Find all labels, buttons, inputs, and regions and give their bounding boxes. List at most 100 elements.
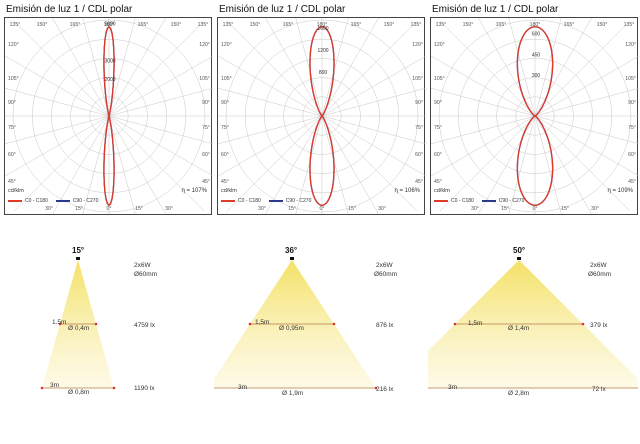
grid-spoke (108, 20, 205, 117)
angle-tick-label: 105° (412, 76, 423, 82)
far-spot: Ø 1,9m (282, 390, 304, 397)
legend-item-c0: C0 - C180 (221, 198, 261, 204)
grid-spoke (52, 18, 110, 117)
angle-tick-label: 0° (320, 206, 325, 212)
grid-spoke (13, 115, 110, 212)
grid-spoke (265, 18, 323, 117)
beam-cone (214, 257, 378, 390)
legend-swatch-c0 (434, 200, 448, 202)
angle-tick-label: 60° (434, 152, 442, 158)
lamp-diameter: Ø60mm (374, 271, 398, 278)
grid-spoke (226, 115, 323, 212)
grid-spoke (534, 20, 631, 117)
legend-item-c90: C90 - C270 (268, 198, 311, 204)
legend-swatch-c90 (55, 200, 70, 202)
legend: C0 - C180 C90 - C270 (8, 198, 106, 204)
angle-tick-label: 75° (415, 125, 423, 131)
angle-tick-label: 15° (75, 206, 83, 212)
grid-spoke (108, 18, 136, 117)
angle-tick-label: 15° (348, 206, 356, 212)
angle-tick-label: 150° (171, 22, 182, 28)
grid-spoke (534, 115, 631, 212)
angle-tick-label: 15° (501, 206, 509, 212)
spot-marker (581, 322, 585, 326)
grid-spoke (295, 115, 323, 214)
unit-label: cd/klm (434, 188, 450, 194)
angle-tick-label: 45° (415, 179, 423, 185)
legend-label-c0: C0 - C180 (238, 198, 261, 204)
grid-spoke (321, 115, 426, 177)
near-lux: 4759 lx (134, 322, 155, 329)
angle-tick-label: 105° (8, 76, 19, 82)
angle-tick-label: 165° (496, 22, 507, 28)
angle-tick-label: 90° (434, 100, 442, 106)
legend-swatch-c0 (8, 200, 22, 202)
angle-tick-label: 60° (415, 152, 423, 158)
angle-tick-label: 180° (530, 22, 541, 28)
angle-tick-label: 45° (221, 179, 229, 185)
legend-label-c90: C90 - C270 (498, 198, 525, 204)
grid-spoke (431, 115, 536, 177)
near-distance: 1,5m (255, 319, 270, 326)
intensity-curve-c0_c180 (309, 26, 335, 206)
grid-spoke (13, 20, 110, 117)
spot-marker (332, 322, 336, 326)
efficiency-label: η = 107% (181, 188, 207, 194)
angle-tick-label: 45° (434, 179, 442, 185)
grid-spoke (321, 115, 349, 214)
angle-tick-label: 15° (288, 206, 296, 212)
angle-tick-label: 120° (221, 42, 232, 48)
beam-angle: 15° (72, 246, 85, 255)
grid-spoke (431, 55, 536, 117)
spot-marker (40, 386, 44, 390)
beam-angle: 36° (285, 246, 298, 255)
beam-cone (428, 257, 638, 389)
polar-chart-box: 135° 150° 165° 180° 165° 150° 135° 120° 105° 90° 7… (217, 17, 426, 215)
angle-tick-label: 135° (223, 22, 234, 28)
grid-spoke (321, 18, 379, 117)
grid-spoke (321, 115, 379, 214)
beam-diagram-1: 15° 2x6W Ø60mm 1.5m Ø 0,4m 4759 lx 3m Ø … (0, 240, 210, 410)
far-lux: 72 lx (592, 386, 606, 393)
grid-spoke (534, 18, 562, 117)
grid-spoke (5, 115, 110, 145)
angle-tick-label: 135° (624, 22, 635, 28)
angle-tick-label: 75° (221, 125, 229, 131)
angle-tick-label: 0° (107, 206, 112, 212)
angle-tick-label: 45° (8, 179, 16, 185)
angle-tick-label: 165° (138, 22, 149, 28)
grid-spoke (108, 115, 136, 214)
radial-tick-label: 5000 (104, 22, 115, 28)
angle-tick-label: 165° (564, 22, 575, 28)
angle-tick-label: 135° (198, 22, 209, 28)
grid-spoke (431, 87, 536, 117)
panel-title: Emisión de luz 1 / CDL polar (432, 4, 559, 15)
angle-tick-label: 165° (351, 22, 362, 28)
radial-tick-label: 2000 (104, 77, 115, 83)
angle-tick-label: 105° (199, 76, 210, 82)
legend-item-c0: C0 - C180 (8, 198, 48, 204)
angle-tick-label: 135° (10, 22, 21, 28)
angle-tick-label: 150° (250, 22, 261, 28)
polar-grid (5, 18, 213, 214)
legend-swatch-c90 (268, 200, 283, 202)
angle-tick-label: 90° (415, 100, 423, 106)
far-spot: Ø 0,8m (68, 389, 90, 396)
polar-chart-box: 135° 150° 165° 180° 165° 150° 135° 120° 105° 90° 7… (4, 17, 213, 215)
angle-tick-label: 60° (202, 152, 210, 158)
panel-title: Emisión de luz 1 / CDL polar (219, 4, 346, 15)
angle-tick-label: 90° (628, 100, 636, 106)
angle-tick-label: 75° (628, 125, 636, 131)
polar-panel-3: Emisión de luz 1 / CDL polar 135° 150° 165… (430, 4, 639, 215)
beam-diagram-3: 50° 2x6W Ø60mm 1,5m Ø 1,4m 379 lx 3m Ø 2… (428, 240, 638, 410)
angle-tick-label: 30° (378, 206, 386, 212)
lamp-head (290, 257, 294, 260)
grid-spoke (321, 87, 426, 117)
lamp-spec: 2x6W (376, 262, 393, 269)
grid-spoke (5, 87, 110, 117)
legend-swatch-c90 (481, 200, 496, 202)
far-lux: 216 lx (376, 386, 394, 393)
lamp-diameter: Ø60mm (134, 271, 158, 278)
grid-spoke (534, 115, 639, 145)
angle-tick-label: 60° (8, 152, 16, 158)
